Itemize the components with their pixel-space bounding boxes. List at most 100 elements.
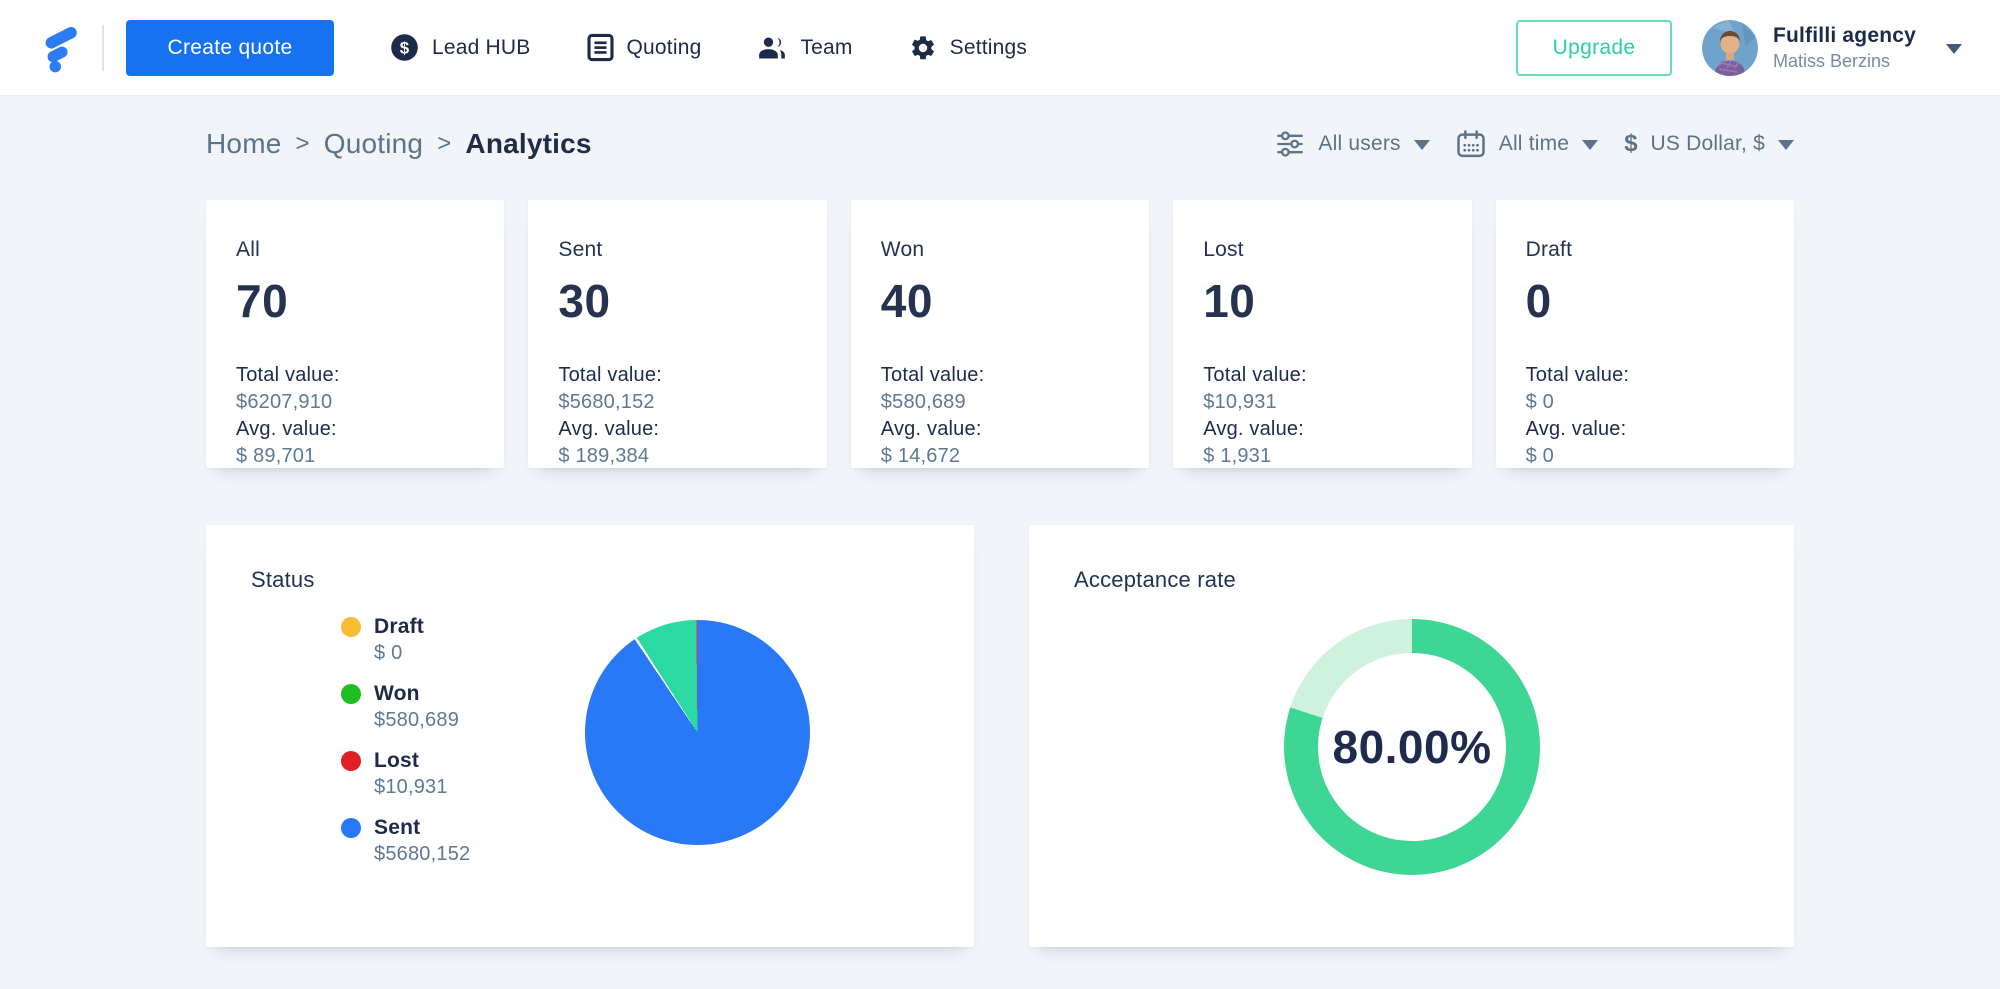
breadcrumb-quoting[interactable]: Quoting [323,128,424,159]
stat-card-all: All 70 Total value: $6207,910 Avg. value… [206,200,505,468]
stat-card-draft: Draft 0 Total value: $ 0 Avg. value: $ 0 [1495,200,1794,468]
breadcrumb-analytics: Analytics [465,128,592,159]
account-chevron-down-icon[interactable] [1946,43,1962,54]
legend-dot [341,684,361,704]
time-filter-dropdown[interactable]: All time [1456,129,1599,159]
breadcrumb: Home > Quoting > Analytics [206,128,592,160]
account-org-name: Fulfilli agency [1772,23,1916,47]
account-user-name: Matiss Berzins [1772,50,1890,71]
status-pie-chart [585,620,810,845]
stat-card-count: 10 [1203,275,1256,327]
nav-item-team[interactable]: Team [757,34,852,62]
donut-hole [1318,653,1506,841]
avg-value-label: Avg. value: [1203,418,1304,440]
avg-value-label: Avg. value: [558,418,660,440]
top-navbar: Create quote $ Lead HUB Quoting [0,0,2000,96]
stat-card-count: 30 [558,275,611,327]
stat-card-count: 40 [880,275,933,327]
legend-value: $10,931 [374,776,448,798]
nav-item-quoting[interactable]: Quoting [586,33,702,62]
stat-card-title: All [236,238,260,261]
avg-value-label: Avg. value: [880,418,982,440]
app-logo-icon[interactable] [38,20,84,76]
legend-label: Won [374,682,420,705]
total-value: $ 0 [1525,391,1554,413]
breadcrumb-separator: > [437,130,452,157]
navbar-divider [102,24,104,71]
nav-label: Lead HUB [432,35,531,59]
total-value-label: Total value: [1203,364,1307,386]
document-icon [586,33,614,62]
legend-item-lost: Lost $10,931 [341,749,470,799]
stat-card-sent: Sent 30 Total value: $5680,152 Avg. valu… [528,200,827,468]
nav-item-lead-hub[interactable]: $ Lead HUB [390,33,531,62]
total-value: $5680,152 [558,391,655,413]
legend-item-won: Won $580,689 [341,682,470,732]
total-value-label: Total value: [236,364,340,386]
total-value-label: Total value: [880,364,985,386]
filter-bar: All users All time $ US Dolla [1263,129,1794,159]
stat-cards-row: All 70 Total value: $6207,910 Avg. value… [206,200,1794,468]
legend-value: $580,689 [374,709,460,731]
chevron-down-icon [1778,140,1794,150]
main-menu: $ Lead HUB Quoting Team [390,33,1027,62]
dollar-coin-icon: $ [391,34,418,61]
avg-value: $ 89,701 [236,445,316,467]
legend-label: Sent [374,816,421,839]
stat-card-title: Sent [558,238,603,261]
avg-value: $ 14,672 [880,445,961,467]
acceptance-donut-chart: 80.00% [1284,619,1540,875]
stat-card-lost: Lost 10 Total value: $10,931 Avg. value:… [1173,200,1472,468]
nav-label: Settings [949,35,1028,59]
upgrade-button[interactable]: Upgrade [1515,19,1672,76]
users-filter-dropdown[interactable]: All users [1275,130,1430,158]
breadcrumb-home[interactable]: Home [206,128,282,159]
stat-card-won: Won 40 Total value: $580,689 Avg. value:… [850,200,1150,468]
avg-value: $ 1,931 [1203,445,1272,467]
total-value: $10,931 [1203,391,1277,413]
acceptance-rate-card: Acceptance rate 80.00% [1029,525,1794,947]
avg-value: $ 0 [1525,445,1554,467]
total-value-label: Total value: [558,364,662,386]
stat-card-count: 0 [1525,275,1552,327]
chevron-down-icon [1582,140,1599,150]
breadcrumb-separator: > [295,130,310,157]
stat-card-title: Won [880,238,925,261]
legend-dot [341,818,361,838]
currency-filter-dropdown[interactable]: $ US Dollar, $ [1624,130,1794,158]
legend-label: Draft [374,615,425,638]
svg-text:$: $ [400,39,410,58]
stat-card-title: Draft [1525,238,1573,261]
account-menu[interactable]: Fulfilli agency Matiss Berzins [1701,19,1962,76]
avg-value: $ 189,384 [558,445,650,467]
user-avatar [1701,19,1758,76]
account-names: Fulfilli agency Matiss Berzins [1773,24,1916,72]
legend-label: Lost [374,749,420,772]
legend-dot [341,751,361,771]
dollar-icon: $ [1624,130,1638,157]
stat-card-title: Lost [1203,238,1244,261]
total-value: $580,689 [880,391,966,413]
legend-item-draft: Draft $ 0 [341,615,470,665]
nav-item-settings[interactable]: Settings [909,34,1027,62]
status-chart-title: Status [251,567,315,592]
total-value: $6207,910 [236,391,333,413]
users-filter-value: All users [1318,132,1401,155]
acceptance-rate-value: 80.00% [1332,721,1492,773]
avg-value-label: Avg. value: [1525,418,1627,440]
legend-value: $ 0 [374,642,403,664]
nav-label: Team [800,35,853,59]
status-legend: Draft $ 0 Won $580,689 Lost $10,931 [341,615,470,883]
team-icon [759,37,786,58]
legend-value: $5680,152 [374,843,471,865]
chevron-down-icon [1413,140,1430,150]
stat-card-count: 70 [236,275,289,327]
legend-item-sent: Sent $5680,152 [341,816,470,866]
status-chart-card: Status Draft $ 0 Won $580,689 [206,525,974,947]
avg-value-label: Avg. value: [236,418,337,440]
sliders-icon [1277,131,1304,157]
create-quote-button[interactable]: Create quote [126,19,334,76]
gear-icon [911,35,934,59]
time-filter-value: All time [1498,132,1570,155]
acceptance-rate-title: Acceptance rate [1074,567,1236,592]
